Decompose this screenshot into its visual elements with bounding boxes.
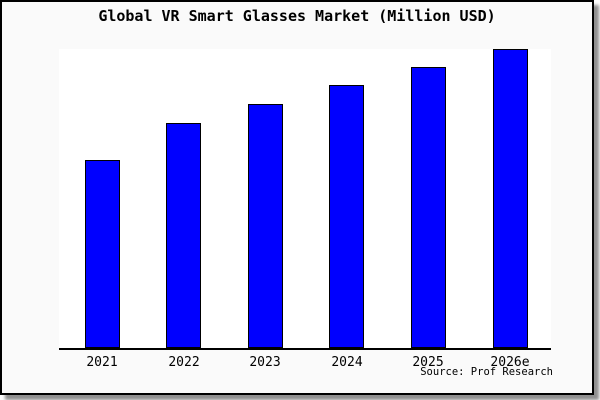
chart-title: Global VR Smart Glasses Market (Million … bbox=[98, 7, 496, 25]
x-tick-label-2021: 2021 bbox=[86, 355, 118, 370]
x-tick-label-2024: 2024 bbox=[331, 355, 363, 370]
bar-2026e bbox=[493, 49, 528, 348]
x-tick-label-2025: 2025 bbox=[412, 355, 444, 370]
chart-figure: Global VR Smart Glasses Market (Million … bbox=[0, 0, 594, 395]
source-note: Source: Prof Research bbox=[420, 366, 553, 378]
bar-2025 bbox=[411, 67, 446, 348]
x-tick-label-2022: 2022 bbox=[168, 355, 200, 370]
x-tick-label-2023: 2023 bbox=[249, 355, 281, 370]
bar-2021 bbox=[85, 160, 120, 348]
plot-area bbox=[59, 49, 551, 350]
bar-2024 bbox=[329, 85, 364, 348]
bar-2022 bbox=[166, 123, 201, 348]
x-tick-label-2026e: 2026e bbox=[490, 355, 530, 370]
bar-2023 bbox=[248, 104, 283, 348]
